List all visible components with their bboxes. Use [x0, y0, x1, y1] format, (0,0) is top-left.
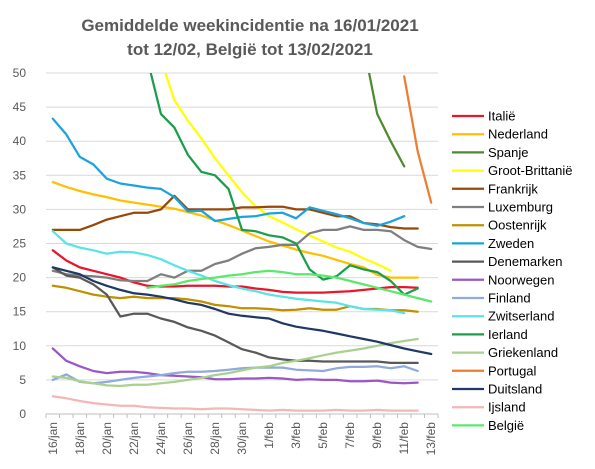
x-tick-label: 18/jan [73, 422, 87, 455]
y-tick-label: 15 [13, 305, 27, 319]
series-line-10 [51, 365, 419, 385]
x-tick-label: 20/jan [100, 422, 114, 455]
y-tick-label: 45 [13, 100, 27, 114]
y-tick-label: 35 [13, 168, 27, 182]
legend-label: Denemarken [488, 254, 562, 269]
legend-label: Luxemburg [488, 200, 553, 215]
series-line-17 [146, 269, 433, 303]
y-tick-label: 50 [13, 66, 27, 80]
y-tick-label: 0 [19, 407, 26, 421]
x-tick-label: 5/feb [316, 422, 330, 449]
x-tick-label: 30/jan [235, 422, 249, 455]
legend-label: Zweden [488, 236, 534, 251]
legend-label: Oostenrijk [488, 218, 547, 233]
legend-label: Duitsland [488, 382, 542, 397]
series-line-2 [367, 73, 406, 168]
x-tick-label: 7/feb [343, 422, 357, 449]
legend-label: Groot-Brittanië [488, 163, 573, 178]
legend-label: Nederland [488, 127, 548, 142]
series-line-11 [51, 230, 406, 315]
y-tick-label: 5 [19, 373, 26, 387]
series-line-5 [51, 225, 433, 283]
x-tick-label: 28/jan [208, 422, 222, 455]
legend-label: België [488, 418, 524, 433]
x-tick-label: 1/feb [262, 422, 276, 449]
chart-title-line-1: Gemiddelde weekincidentie na 16/01/2021 [81, 16, 419, 35]
grid-layer [46, 72, 438, 415]
series-line-13 [51, 337, 419, 388]
legend-label: Spanje [488, 145, 528, 160]
legend-label: Ierland [488, 327, 528, 342]
series-line-12 [149, 73, 419, 296]
chart-title: Gemiddelde weekincidentie na 16/01/2021 … [40, 14, 460, 62]
y-tick-label: 20 [13, 271, 27, 285]
legend-label: Zwitserland [488, 309, 554, 324]
legend-label: Ijsland [488, 400, 526, 415]
legend-label: Noorwegen [488, 272, 555, 287]
legend-label: Griekenland [488, 345, 558, 360]
x-tick-label: 9/feb [370, 422, 384, 449]
legend-label: Frankrijk [488, 181, 538, 196]
x-tick-label: 16/jan [46, 422, 60, 455]
legend-label: Italië [488, 109, 515, 124]
series-line-1 [51, 180, 419, 279]
series-line-14 [403, 75, 433, 204]
chart-title-line-2: tot 12/02, België tot 13/02/2021 [127, 40, 373, 59]
y-tick-label: 40 [13, 134, 27, 148]
x-tick-label: 3/feb [289, 422, 303, 449]
series-line-3 [164, 73, 392, 272]
series-line-16 [51, 395, 419, 412]
legend-label: Portugal [488, 363, 537, 378]
legend-label: Finland [488, 291, 531, 306]
y-tick-label: 30 [13, 202, 27, 216]
legend: Italië Nederland Spanje Groot-Brittanië Fran… [452, 109, 573, 433]
x-tick-label: 11/feb [397, 422, 411, 455]
series-line-7 [51, 117, 406, 227]
series-line-9 [51, 347, 419, 385]
y-tick-label: 25 [13, 237, 27, 251]
series-line-15 [51, 266, 433, 356]
axis-layer: 0 5 10 15 20 25 30 35 40 45 50 16/jan 18/jan 20/jan 22… [13, 66, 439, 455]
x-tick-label: 22/jan [127, 422, 141, 455]
x-tick-label: 24/jan [154, 422, 168, 455]
series-line-8 [51, 266, 419, 365]
y-tick-label: 10 [13, 339, 27, 353]
x-tick-label: 26/jan [181, 422, 195, 455]
x-tick-label: 13/feb [424, 422, 438, 456]
series-layer [51, 73, 433, 412]
